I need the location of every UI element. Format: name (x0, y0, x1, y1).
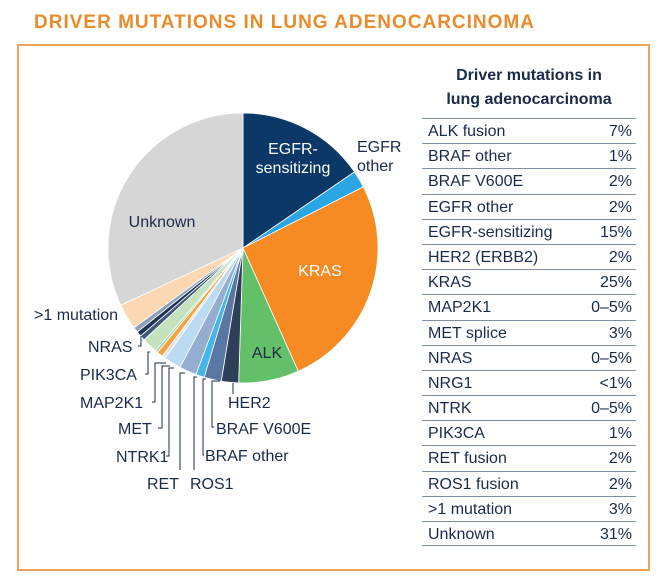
slice-label-8: RET (147, 476, 179, 493)
table-row: RET fusion 2% (422, 445, 636, 470)
table-row: MAP2K1 0–5% (422, 294, 636, 319)
row-name: EGFR other (428, 198, 514, 216)
table-row: HER2 (ERBB2) 2% (422, 243, 636, 269)
row-name: EGFR-sensitizing (428, 223, 553, 241)
slice-label-16: >1 mutation (34, 307, 118, 324)
slice-label-3: ALK (252, 345, 283, 362)
table-row: NRG1 <1% (422, 369, 636, 395)
table-row: BRAF V600E 2% (422, 168, 636, 193)
table-row: ALK fusion 7% (422, 118, 636, 143)
slice-label-0: EGFR-sensitizing (256, 141, 331, 177)
slice-label-7: ROS1 (190, 476, 234, 493)
leader-line-11 (152, 362, 166, 403)
table-title: Driver mutations in lung adenocarcinoma (422, 64, 636, 118)
table-row: ROS1 fusion 2% (422, 470, 636, 496)
row-name: MAP2K1 (428, 299, 492, 317)
slice-label-10: MET (118, 421, 152, 438)
row-value: 7% (608, 123, 632, 140)
table-row: BRAF other 1% (422, 143, 636, 168)
row-value: 1% (608, 148, 632, 166)
row-name: Unknown (428, 526, 495, 543)
table-title-line2: lung adenocarcinoma (446, 91, 612, 108)
leader-line-13 (138, 336, 142, 347)
row-name: MET splice (428, 324, 507, 342)
row-value: 2% (608, 475, 632, 493)
row-value: 25% (599, 274, 632, 292)
row-value: 2% (608, 450, 632, 468)
table-row: NTRK 0–5% (422, 395, 636, 420)
row-name: >1 mutation (428, 500, 513, 518)
slice-label-12: PIK3CA (80, 367, 137, 384)
pie-slice-0 (242, 112, 356, 249)
row-name: PIK3CA (428, 425, 485, 443)
row-name: ALK fusion (428, 123, 506, 140)
row-name: BRAF other (428, 148, 512, 166)
slice-label-5: BRAF V600E (216, 421, 311, 438)
slice-label-13: NRAS (88, 339, 132, 356)
row-value: 2% (608, 173, 632, 191)
row-name: NTRK (428, 400, 472, 418)
leader-line-12 (145, 351, 150, 375)
table-row: NRAS 0–5% (422, 344, 636, 370)
chart-title: DRIVER MUTATIONS IN LUNG ADENOCARCINOMA (34, 12, 535, 33)
table-row: EGFR-sensitizing 15% (422, 218, 636, 244)
row-value: 31% (599, 526, 632, 543)
leader-line-6 (202, 378, 206, 456)
table-row: PIK3CA 1% (422, 420, 636, 445)
table-row: KRAS 25% (422, 269, 636, 294)
row-value: <1% (599, 374, 632, 392)
slice-label-4: HER2 (228, 395, 271, 412)
row-name: KRAS (428, 274, 472, 292)
slice-label-17: Unknown (129, 214, 196, 231)
leader-line-7 (193, 376, 197, 470)
row-name: HER2 (ERBB2) (428, 248, 539, 266)
table-row: MET splice 3% (422, 319, 636, 345)
chart-frame (17, 44, 650, 571)
slice-label-6: BRAF other (205, 448, 289, 465)
row-value: 2% (608, 248, 632, 266)
row-value: 0–5% (591, 400, 632, 418)
row-value: 0–5% (591, 299, 632, 317)
row-value: 1% (608, 425, 632, 443)
row-value: 2% (608, 198, 632, 216)
table-row: Unknown 31% (422, 521, 636, 547)
leader-line-8 (179, 372, 185, 470)
pie-slice-17 (107, 112, 244, 306)
table-row: >1 mutation 3% (422, 495, 636, 521)
row-value: 15% (599, 223, 632, 241)
mutation-table: Driver mutations in lung adenocarcinoma … (422, 64, 636, 547)
pie-slice-2 (242, 186, 379, 372)
leader-line-10 (158, 365, 170, 429)
row-value: 3% (608, 500, 632, 518)
row-value: 3% (608, 324, 632, 342)
row-name: NRG1 (428, 374, 473, 392)
leader-line-9 (166, 367, 174, 457)
row-name: NRAS (428, 349, 473, 367)
row-value: 0–5% (591, 349, 632, 367)
leader-line-5 (211, 380, 220, 428)
table-rows: ALK fusion 7% BRAF other 1% BRAF V600E 2% EGFR… (422, 118, 636, 547)
row-name: ROS1 fusion (428, 475, 519, 493)
table-title-line1: Driver mutations in (456, 67, 602, 84)
table-row: EGFR other 2% (422, 193, 636, 219)
slice-label-9: NTRK1 (116, 449, 169, 466)
row-name: BRAF V600E (428, 173, 524, 191)
slice-label-2: KRAS (298, 263, 342, 280)
slice-label-11: MAP2K1 (80, 395, 143, 412)
row-name: RET fusion (428, 450, 507, 468)
slice-label-1: EGFR other (357, 139, 401, 175)
